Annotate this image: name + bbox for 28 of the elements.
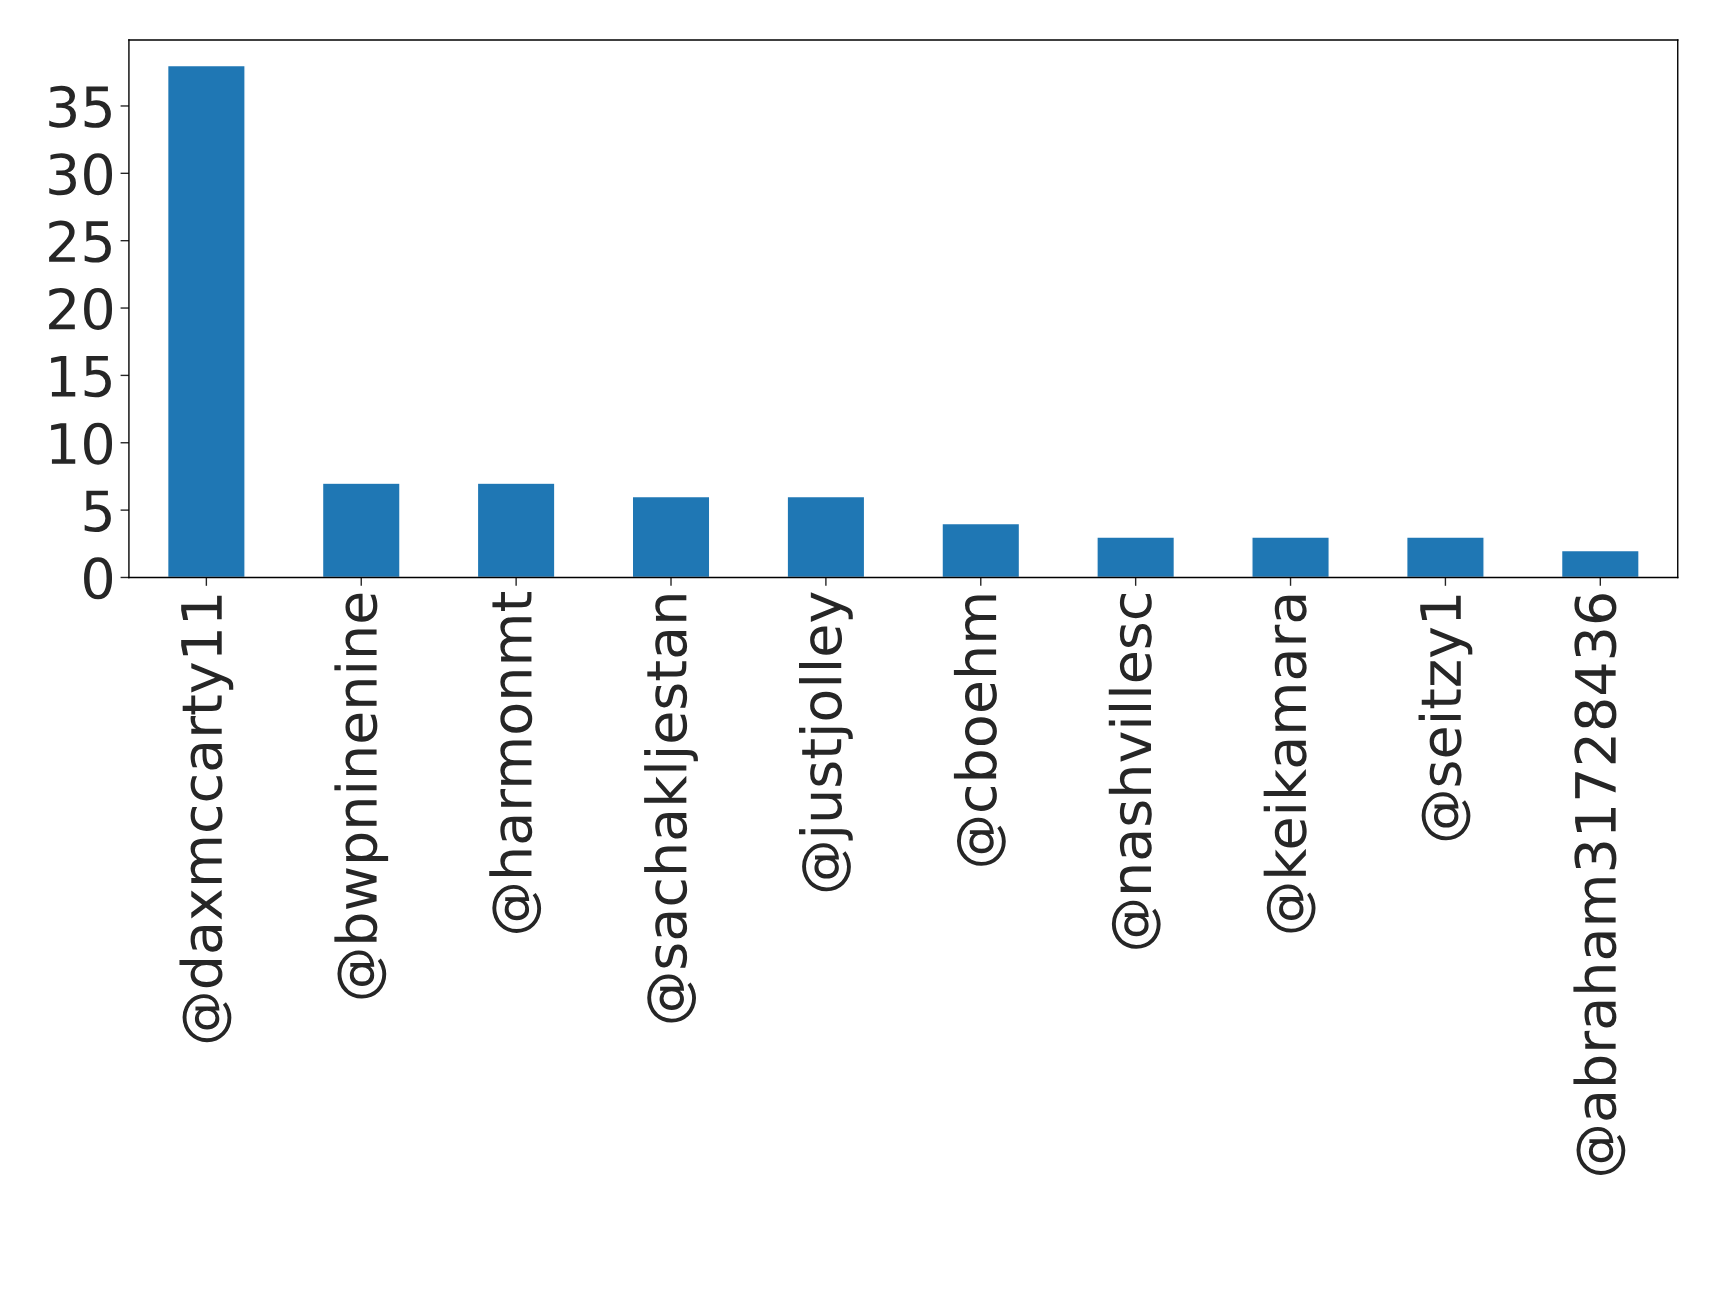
x-tick-label: @nashvillesc	[1108, 594, 1161, 949]
bar	[1406, 536, 1485, 578]
y-tick-label: 35	[49, 85, 111, 128]
y-tick-label: 15	[51, 356, 111, 398]
bar	[1251, 536, 1330, 578]
y-tick-label: 30	[49, 153, 113, 196]
bar	[166, 64, 246, 578]
x-tick-label: @keikamara	[1263, 595, 1316, 933]
x-tick-label: @abraham31728436	[1573, 594, 1626, 1175]
bar	[1096, 536, 1176, 578]
x-tick-label: @cboehm	[953, 595, 1006, 866]
bar	[941, 522, 1021, 578]
bar	[476, 482, 556, 578]
bar	[321, 482, 401, 578]
y-tick-label: 20	[49, 287, 113, 330]
bar	[786, 495, 866, 578]
bar	[1560, 549, 1640, 578]
y-tick-label: 10	[51, 422, 113, 465]
x-tick-label: @justjolley	[799, 592, 853, 892]
y-tick-label: 25	[49, 220, 111, 263]
x-tick-label: @harmonmt	[489, 591, 542, 933]
x-tick-label: @sachakljestan	[644, 595, 698, 1023]
x-tick-label: @daxmccarty11	[179, 595, 234, 1043]
x-tick-label: @seitzy1	[1418, 595, 1473, 841]
bar	[631, 495, 711, 578]
x-tick-label: @bwpninenine	[334, 593, 389, 999]
y-tick-label: 0	[84, 557, 113, 600]
y-tick-label: 5	[84, 490, 111, 533]
